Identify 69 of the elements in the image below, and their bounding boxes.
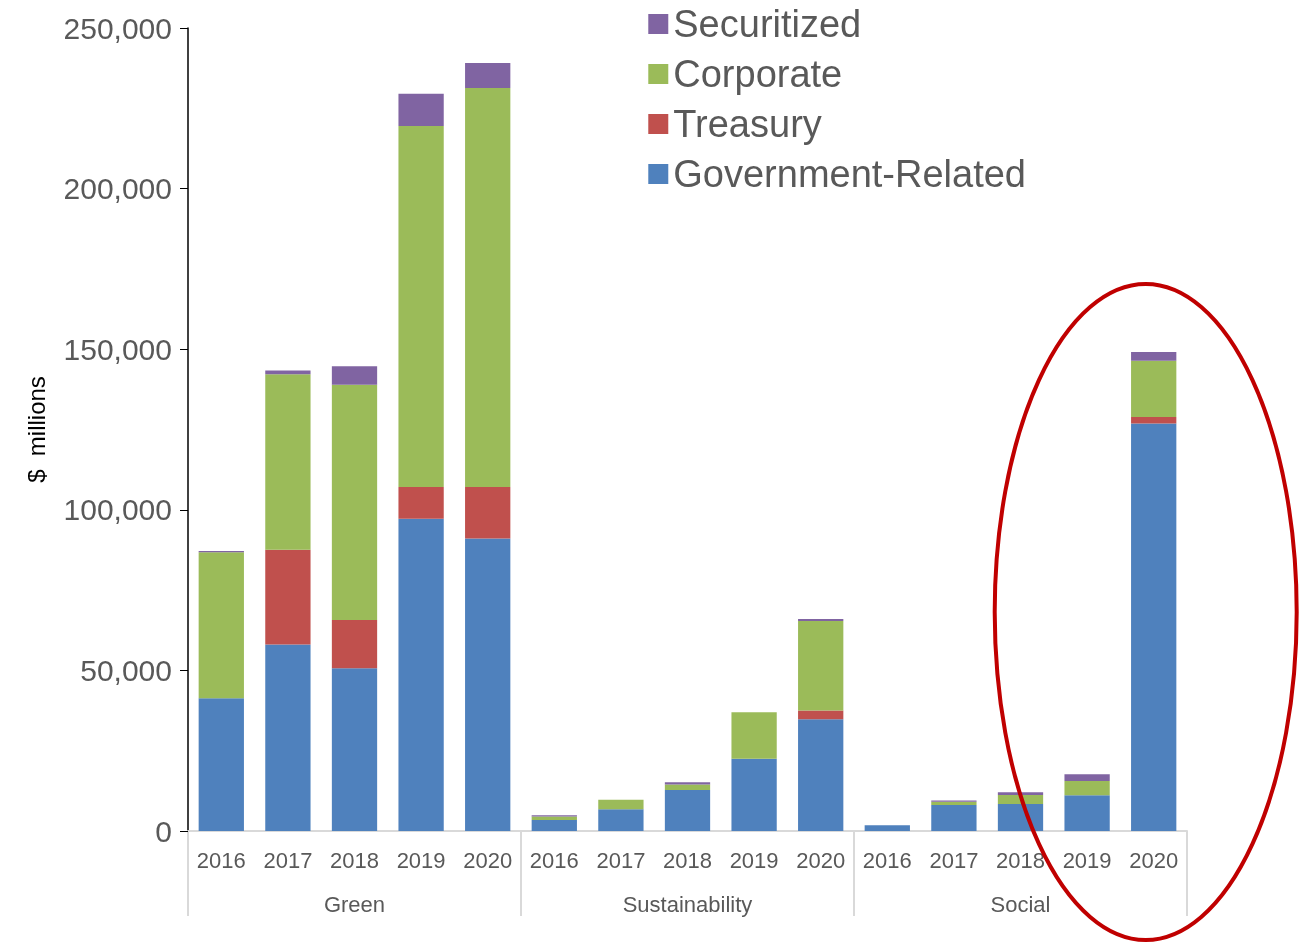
x-tick-label: 2016	[862, 847, 912, 873]
bar	[1131, 360, 1177, 417]
bar	[598, 809, 644, 831]
x-tick-label: 2020	[796, 847, 846, 873]
bar	[1131, 352, 1177, 361]
bar	[731, 712, 777, 759]
x-tick-label: 2019	[396, 847, 446, 873]
text: Green	[323, 891, 386, 917]
bar	[465, 538, 511, 831]
x-tick-label: 2016	[196, 847, 246, 873]
bar	[1064, 774, 1110, 781]
bar	[1131, 423, 1177, 831]
bar	[531, 820, 577, 831]
bar	[331, 366, 378, 385]
bar	[664, 789, 711, 831]
x-tick-label: 2017	[263, 847, 313, 873]
x-tick-label: 2020	[1129, 847, 1179, 873]
x-tick-label: 2020	[463, 847, 513, 873]
x-tick-label: 2018	[663, 847, 712, 873]
y-tick-label: 150,000	[63, 332, 172, 366]
bar	[731, 758, 777, 831]
bar	[198, 552, 244, 699]
x-tick-label: 2019	[1062, 847, 1112, 873]
bar	[465, 486, 511, 539]
y-tick-label: 100,000	[63, 493, 172, 527]
bar	[265, 549, 311, 645]
bar	[1064, 795, 1110, 831]
y-tick-label: 200,000	[63, 172, 172, 206]
x-tick-label: 2017	[929, 847, 979, 873]
y-tick-label: 250,000	[63, 11, 172, 45]
bar	[997, 792, 1044, 796]
x-tick-label: 2017	[596, 847, 646, 873]
bar	[265, 374, 311, 550]
bar	[997, 804, 1044, 831]
bar	[997, 795, 1044, 805]
bar	[398, 486, 444, 519]
bar	[331, 619, 378, 669]
legend-label: Securitized	[673, 3, 862, 45]
bar	[864, 825, 910, 831]
bar	[664, 784, 711, 790]
y-tick-label: 50,000	[80, 653, 172, 687]
bar	[931, 804, 977, 831]
x-tick-label: 2016	[529, 847, 579, 873]
legend-label: Treasury	[673, 103, 822, 145]
text: Social	[990, 891, 1051, 917]
bar	[398, 125, 444, 487]
bar	[798, 719, 844, 831]
bar	[265, 644, 311, 831]
bar	[265, 370, 311, 375]
bar	[1131, 416, 1177, 424]
legend-label: Corporate	[673, 53, 843, 95]
bar	[331, 668, 378, 831]
bar	[598, 799, 644, 810]
bar	[331, 384, 378, 620]
bar	[398, 518, 444, 831]
x-tick-label: 2019	[729, 847, 779, 873]
bar	[198, 698, 244, 831]
x-tick-label: 2018	[330, 847, 379, 873]
bar	[465, 63, 511, 89]
bar	[465, 88, 511, 487]
y-axis-title: $ millions	[22, 376, 50, 483]
legend-label: Government-Related	[673, 153, 1027, 195]
bar	[1064, 780, 1110, 796]
bar	[798, 620, 844, 711]
x-tick-label: 2018	[996, 847, 1045, 873]
bar	[798, 710, 844, 720]
bar	[398, 93, 444, 126]
y-tick-label: 0	[155, 814, 172, 848]
text: Sustainability	[622, 891, 753, 917]
